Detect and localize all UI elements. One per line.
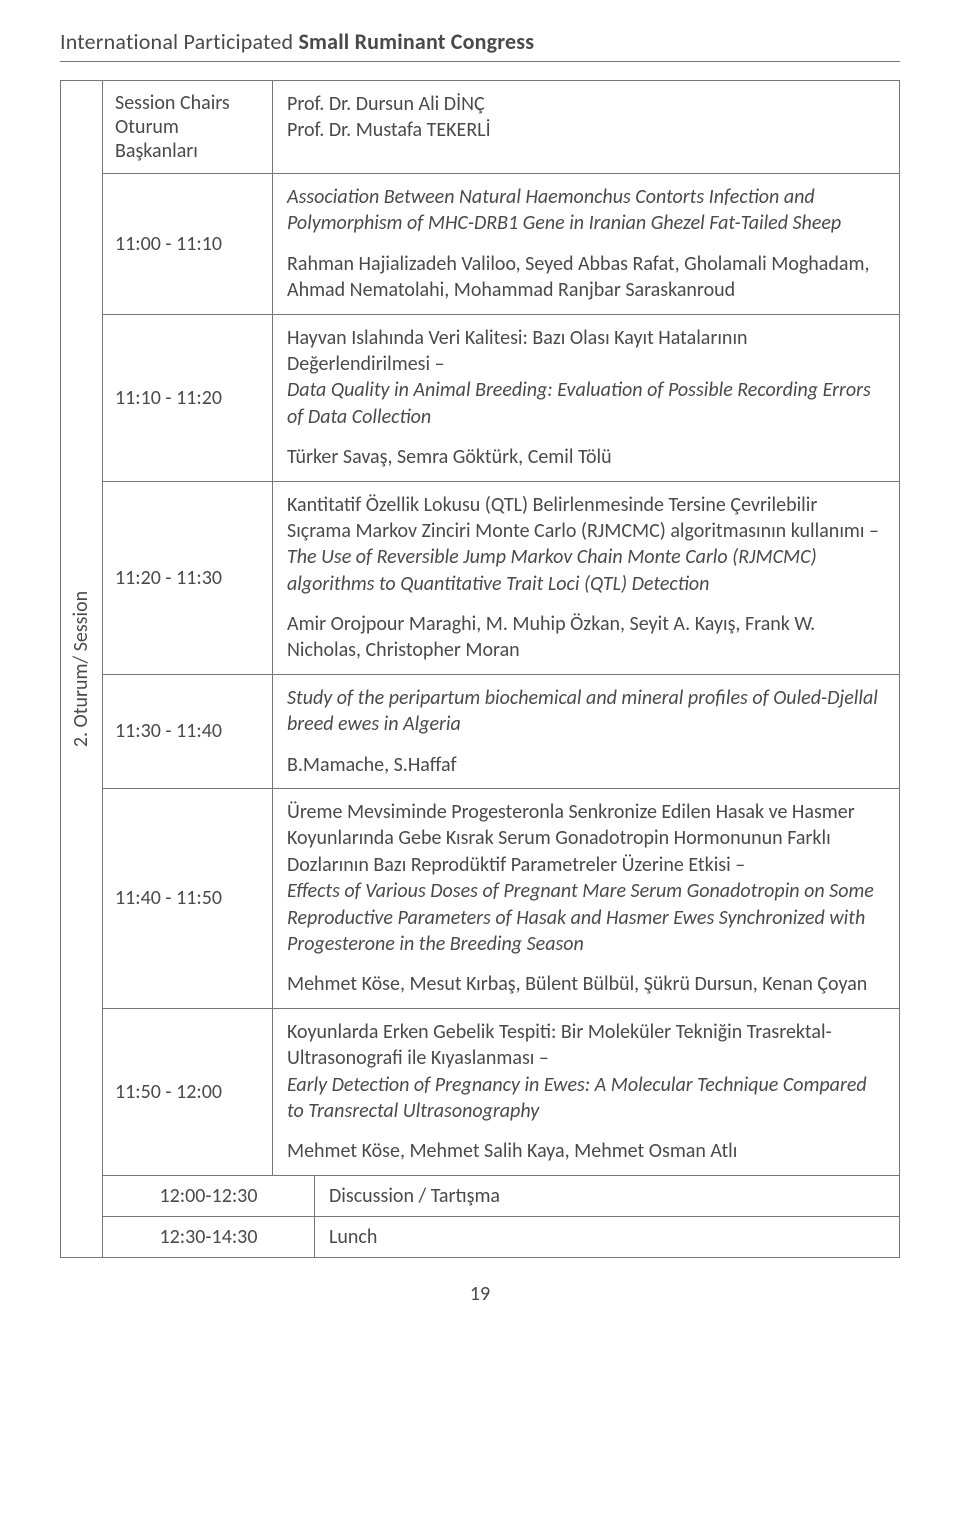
talk-authors: Amir Orojpour Maraghi, M. Muhip Özkan, S… <box>287 611 885 664</box>
desc-cell: Üreme Mevsiminde Progesteronla Senkroniz… <box>273 789 899 1008</box>
table-row: 12:00-12:30 Discussion / Tartışma <box>103 1175 899 1216</box>
time-cell: 11:40 - 11:50 <box>103 789 273 1008</box>
time-cell: 11:30 - 11:40 <box>103 675 273 788</box>
talk-title-italic: The Use of Reversible Jump Markov Chain … <box>287 545 817 595</box>
desc-cell: Koyunlarda Erken Gebelik Tespiti: Bir Mo… <box>273 1009 899 1175</box>
desc-cell: Hayvan Islahında Veri Kalitesi: Bazı Ola… <box>273 315 899 481</box>
table-row: 11:30 - 11:40 Study of the peripartum bi… <box>103 674 899 788</box>
schedule-content: Session Chairs Oturum Başkanları Prof. D… <box>103 81 899 1257</box>
talk-title-plain: Üreme Mevsiminde Progesteronla Senkroniz… <box>287 800 855 877</box>
time-cell: 12:30-14:30 <box>103 1217 315 1257</box>
talk-title-italic: Effects of Various Doses of Pregnant Mar… <box>287 879 874 956</box>
talk-title-italic: Data Quality in Animal Breeding: Evaluat… <box>287 378 871 428</box>
chairs-names-cell: Prof. Dr. Dursun Ali DİNÇ Prof. Dr. Must… <box>273 81 899 173</box>
title-bold: Small Ruminant Congress <box>298 28 534 55</box>
time-cell: 11:50 - 12:00 <box>103 1009 273 1175</box>
talk-title-plain: Kantitatif Özellik Lokusu (QTL) Belirlen… <box>287 493 879 543</box>
desc-cell: Discussion / Tartışma <box>315 1176 899 1216</box>
page: International Participated Small Ruminan… <box>0 0 960 1336</box>
title-divider <box>60 61 900 62</box>
session-side-cell: 2. Oturum/ Session <box>61 81 103 1257</box>
page-number: 19 <box>60 1282 900 1306</box>
table-row: 11:10 - 11:20 Hayvan Islahında Veri Kali… <box>103 314 899 481</box>
talk-authors: Rahman Hajializadeh Valiloo, Seyed Abbas… <box>287 251 885 304</box>
chair-name-2: Prof. Dr. Mustafa TEKERLİ <box>287 117 885 143</box>
talk-title-plain: Hayvan Islahında Veri Kalitesi: Bazı Ola… <box>287 326 748 376</box>
desc-cell: Lunch <box>315 1217 899 1257</box>
talk-authors: Mehmet Köse, Mesut Kırbaş, Bülent Bülbül… <box>287 971 885 997</box>
chairs-label-1: Session Chairs <box>115 91 230 115</box>
chairs-label-2: Oturum Başkanları <box>115 115 198 163</box>
talk-title-italic: Study of the peripartum biochemical and … <box>287 685 885 738</box>
desc-cell: Association Between Natural Haemonchus C… <box>273 174 899 314</box>
page-title: International Participated Small Ruminan… <box>60 28 900 55</box>
table-row: 12:30-14:30 Lunch <box>103 1216 899 1257</box>
table-row: 11:40 - 11:50 Üreme Mevsiminde Progester… <box>103 788 899 1008</box>
table-row: 11:50 - 12:00 Koyunlarda Erken Gebelik T… <box>103 1008 899 1175</box>
table-row: 11:00 - 11:10 Association Between Natura… <box>103 173 899 314</box>
time-cell: 11:20 - 11:30 <box>103 482 273 674</box>
time-cell: 12:00-12:30 <box>103 1176 315 1216</box>
title-prefix: International Participated <box>60 28 298 55</box>
chair-name-1: Prof. Dr. Dursun Ali DİNÇ <box>287 91 885 117</box>
time-cell: 11:10 - 11:20 <box>103 315 273 481</box>
talk-title-plain: Koyunlarda Erken Gebelik Tespiti: Bir Mo… <box>287 1020 832 1070</box>
talk-authors: B.Mamache, S.Haffaf <box>287 752 885 778</box>
talk-authors: Türker Savaş, Semra Göktürk, Cemil Tölü <box>287 444 885 470</box>
session-side-label: 2. Oturum/ Session <box>70 591 94 747</box>
desc-cell: Study of the peripartum biochemical and … <box>273 675 899 788</box>
desc-cell: Kantitatif Özellik Lokusu (QTL) Belirlen… <box>273 482 899 674</box>
talk-authors: Mehmet Köse, Mehmet Salih Kaya, Mehmet O… <box>287 1138 885 1164</box>
table-row: Session Chairs Oturum Başkanları Prof. D… <box>103 81 899 173</box>
schedule-table: 2. Oturum/ Session Session Chairs Oturum… <box>60 80 900 1258</box>
talk-title-italic: Association Between Natural Haemonchus C… <box>287 184 885 237</box>
time-cell: 11:00 - 11:10 <box>103 174 273 314</box>
table-row: 11:20 - 11:30 Kantitatif Özellik Lokusu … <box>103 481 899 674</box>
talk-title-italic: Early Detection of Pregnancy in Ewes: A … <box>287 1073 867 1123</box>
chairs-label-cell: Session Chairs Oturum Başkanları <box>103 81 273 173</box>
